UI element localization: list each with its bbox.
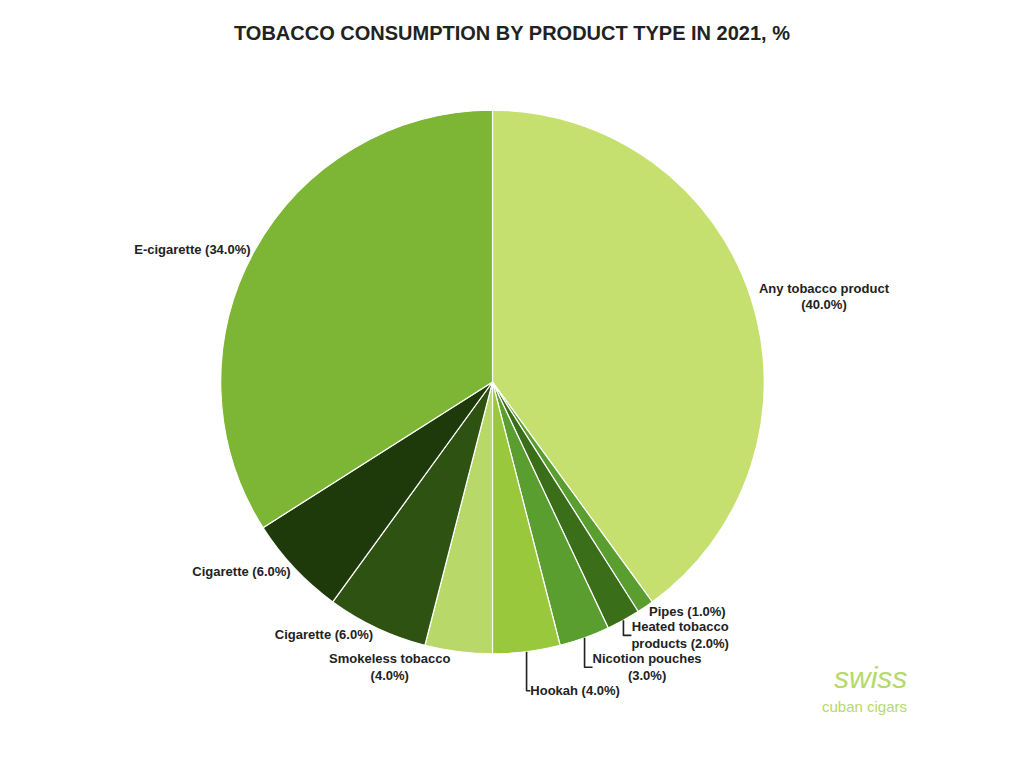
svg-text:Cigarette (6.0%): Cigarette (6.0%) [275, 627, 373, 642]
svg-text:Any tobacco product(40.0%): Any tobacco product(40.0%) [759, 281, 890, 313]
svg-text:Smokeless tobacco(4.0%): Smokeless tobacco(4.0%) [329, 651, 450, 683]
svg-text:Pipes (1.0%): Pipes (1.0%) [649, 604, 726, 619]
svg-text:TOBACCO CONSUMPTION BY PRODUCT: TOBACCO CONSUMPTION BY PRODUCT TYPE IN 2… [234, 22, 790, 44]
svg-text:swiss: swiss [834, 661, 907, 694]
svg-text:Heated tobaccoproducts (2.0%): Heated tobaccoproducts (2.0%) [631, 619, 729, 651]
svg-text:E-cigarette (34.0%): E-cigarette (34.0%) [134, 242, 250, 257]
svg-text:Hookah (4.0%): Hookah (4.0%) [530, 683, 620, 698]
svg-text:Cigarette (6.0%): Cigarette (6.0%) [192, 564, 290, 579]
svg-text:cuban cigars: cuban cigars [822, 698, 907, 715]
svg-text:Nicotion pouches(3.0%): Nicotion pouches(3.0%) [593, 651, 702, 683]
